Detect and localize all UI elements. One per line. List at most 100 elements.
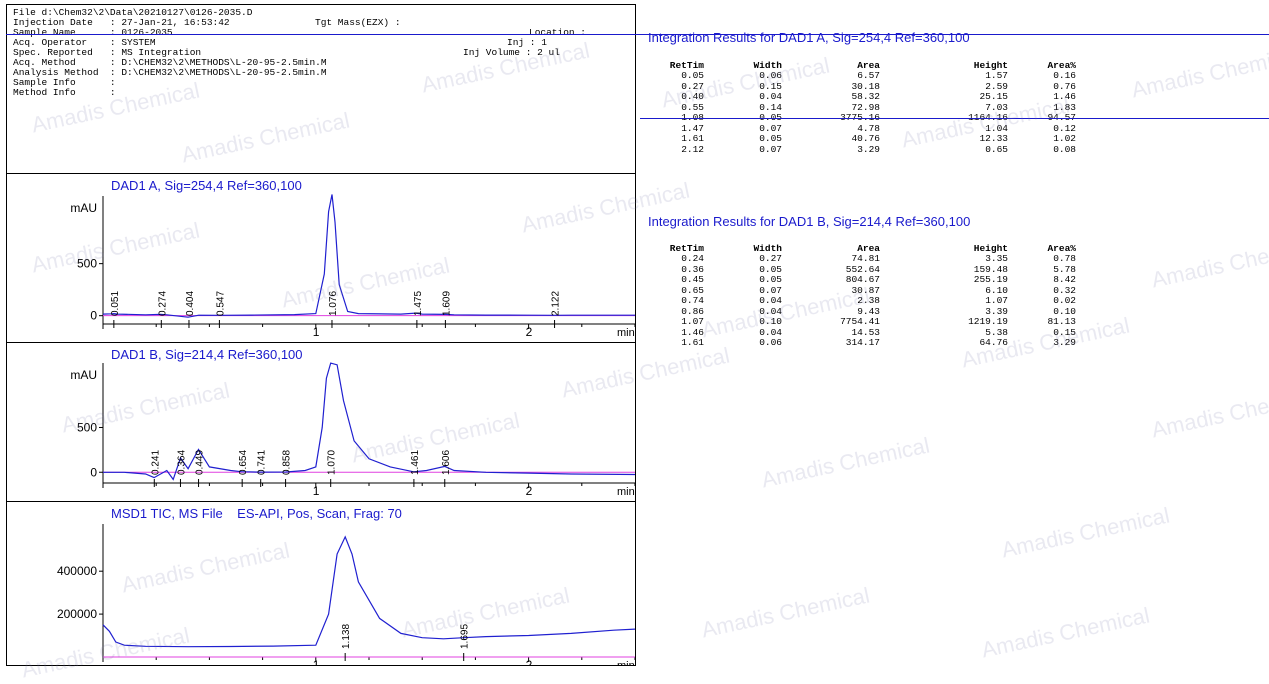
peak-label: 1.695 <box>460 624 471 649</box>
table-cell: 58.32 <box>851 91 880 102</box>
table-row: 0.55 0.14 72.98 7.03 1.83 <box>650 101 1080 114</box>
table-cell: 1.02 <box>1053 133 1076 144</box>
table-cell: 314.17 <box>845 337 880 348</box>
peak-label: 0.364 <box>176 450 187 475</box>
table-cell: 0.86 <box>681 305 704 317</box>
table-cell: 25.15 <box>979 91 1008 102</box>
peak-label: 1.461 <box>410 450 421 475</box>
table-row: 1.61 0.06 314.17 64.76 3.29 <box>650 337 1080 349</box>
y-tick-label: 500 <box>77 420 97 434</box>
table-cell: 5.78 <box>1053 263 1076 275</box>
inj-label: Inj : 1 <box>507 37 547 48</box>
peak-label: 0.051 <box>110 291 121 316</box>
y-axis-label: mAU <box>70 368 97 382</box>
column-header: RetTim <box>669 242 704 254</box>
header-line: Sample Name : 0126-2035 <box>13 27 173 38</box>
y-tick-label: 500 <box>77 257 97 271</box>
table-cell: 1.47 <box>681 122 704 134</box>
table-cell: 0.08 <box>1053 143 1076 155</box>
table-cell: 0.24 <box>681 253 704 264</box>
y-tick-label: 0 <box>90 465 97 479</box>
table-cell: 64.76 <box>979 337 1008 348</box>
table-cell: 0.07 <box>759 284 782 296</box>
table-cell: 0.12 <box>1053 122 1076 134</box>
x-tick-label: 1 <box>313 484 320 498</box>
tgt-mass-label: Tgt Mass(EZX) : <box>315 17 401 28</box>
column-header: Width <box>753 59 782 71</box>
table-cell: 0.04 <box>759 91 782 102</box>
table-cell: 1164.16 <box>884 112 1012 124</box>
table-cell: 6.10 <box>985 284 1008 296</box>
table-cell: 0.05 <box>759 274 782 285</box>
table-cell: 0.15 <box>759 80 782 92</box>
table-cell: 0.04 <box>759 305 782 317</box>
table-cell: 8.42 <box>1053 274 1076 285</box>
table-row: 0.86 0.04 9.43 3.39 0.10 <box>650 305 1080 318</box>
table-row: 1.46 0.04 14.53 5.38 0.15 <box>650 326 1080 339</box>
table-cell: 9.43 <box>857 305 880 317</box>
location-label: Location : <box>529 27 587 38</box>
x-axis-label: min <box>617 486 635 498</box>
table-cell: 72.98 <box>851 101 880 113</box>
table-cell: 0.27 <box>759 253 782 264</box>
table-row: 2.12 0.07 3.29 0.65 0.08 <box>650 143 1080 156</box>
peak-label: 0.858 <box>282 450 293 475</box>
column-header: Area <box>857 242 880 254</box>
table-cell: 1.04 <box>985 122 1008 134</box>
table-cell: 14.53 <box>851 326 880 338</box>
header-line: Analysis Method : D:\CHEM32\2\METHODS\L-… <box>13 67 327 78</box>
table-cell: 0.07 <box>759 122 782 134</box>
table-cell: 0.45 <box>681 274 704 285</box>
table-cell: 552.64 <box>845 263 880 275</box>
table-cell: 4.78 <box>857 122 880 134</box>
table-cell: 0.78 <box>1053 253 1076 264</box>
table-cell: 7.03 <box>985 101 1008 113</box>
results-title-b: Integration Results for DAD1 B, Sig=214,… <box>648 214 971 229</box>
table-cell: 3.29 <box>1053 337 1076 348</box>
chart-title: DAD1 B, Sig=214,4 Ref=360,100 <box>111 347 303 362</box>
table-cell: 0.74 <box>681 295 704 306</box>
y-tick-label: 400000 <box>57 564 97 578</box>
table-cell: 1.07 <box>681 316 704 327</box>
chromatogram-trace <box>102 194 635 318</box>
table-cell: 0.05 <box>759 263 782 275</box>
peak-label: 1.475 <box>413 291 424 316</box>
table-row: 0.05 0.06 6.57 1.57 0.16 <box>650 70 1080 82</box>
peak-label: 1.606 <box>441 450 452 475</box>
peak-label: 1.138 <box>341 624 352 649</box>
table-cell: 94.57 <box>1012 112 1080 124</box>
peak-label: 0.741 <box>257 450 268 475</box>
y-tick-label: 200000 <box>57 607 97 621</box>
table-row: 1.080.053775.161164.1694.57 <box>650 112 1080 124</box>
table-cell: 0.05 <box>708 112 786 124</box>
column-header: RetTim <box>669 59 704 71</box>
peak-label: 0.654 <box>238 450 249 475</box>
x-tick-label: 1 <box>313 325 320 339</box>
chart-dad1a-svg: 1 2 min 0 500 mAU 0.051 0.274 0.404 0.547 1.076 1.4… <box>70 194 636 339</box>
chart-msd1-tic: MSD1 TIC, MS File ES-API, Pos, Scan, Fra… <box>7 502 636 672</box>
chart-title: MSD1 TIC, MS File ES-API, Pos, Scan, Fra… <box>111 506 402 521</box>
integration-results-panel: Integration Results for DAD1 A, Sig=254,… <box>640 4 1269 664</box>
table-cell: 1.61 <box>681 133 704 144</box>
table-row: 1.07 0.10 7754.41 1219.19 81.13 <box>650 316 1080 328</box>
table-cell: 0.76 <box>1053 80 1076 92</box>
table-cell: 159.48 <box>973 263 1008 275</box>
table-cell: 12.33 <box>979 133 1008 144</box>
table-row: 0.74 0.04 2.38 1.07 0.02 <box>650 295 1080 307</box>
table-cell: 2.59 <box>985 80 1008 92</box>
peak-label: 1.609 <box>441 291 452 316</box>
chromatogram-trace <box>102 535 636 648</box>
table-cell: 0.55 <box>681 101 704 113</box>
table-cell: 7754.41 <box>840 316 880 327</box>
table-cell: 1.46 <box>681 326 704 338</box>
table-cell: 0.07 <box>759 143 782 155</box>
table-cell: 3775.16 <box>786 112 884 124</box>
column-header: Height <box>973 59 1008 71</box>
column-header: Width <box>753 242 782 254</box>
table-cell: 5.38 <box>985 326 1008 338</box>
table-cell: 3.39 <box>985 305 1008 317</box>
table-cell: 0.65 <box>681 284 704 296</box>
table-cell: 1.83 <box>1053 101 1076 113</box>
peak-label: 0.547 <box>215 291 226 316</box>
table-cell: 1.57 <box>985 70 1008 81</box>
